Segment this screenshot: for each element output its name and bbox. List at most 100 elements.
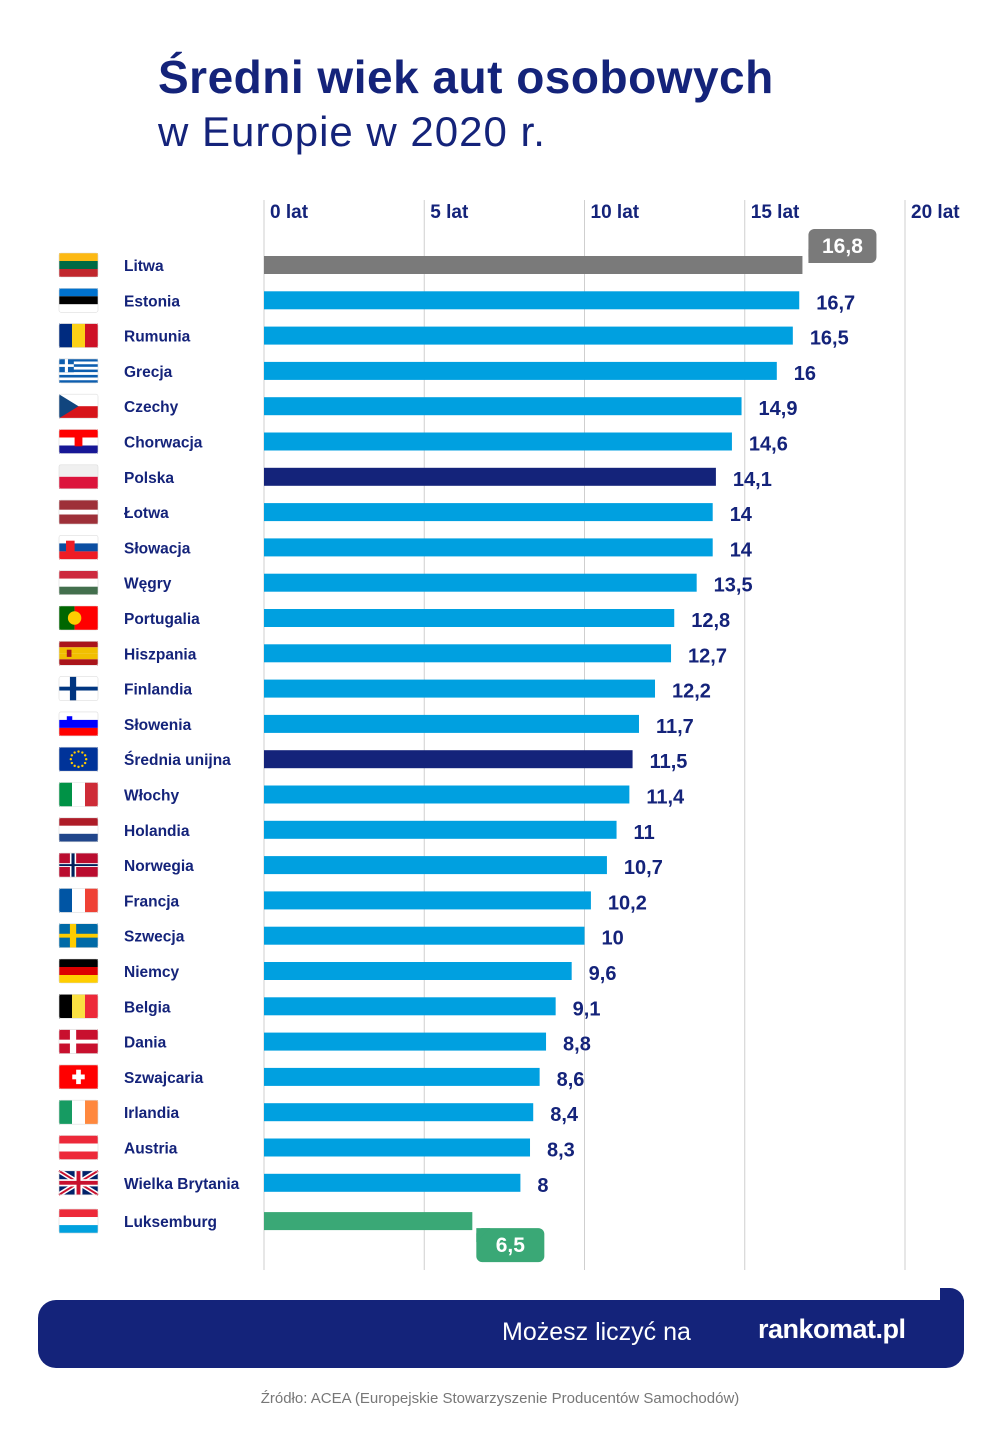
data-label: 11,4: [646, 787, 685, 809]
germany-flag-icon: [58, 958, 99, 984]
data-label: 12,2: [672, 681, 711, 703]
category-label: Łotwa: [124, 505, 169, 522]
latvia-flag-icon: [58, 499, 99, 525]
bar: [264, 750, 633, 769]
data-label: 8: [537, 1175, 548, 1197]
category-label: Wielka Brytania: [124, 1176, 240, 1193]
data-label: 12,7: [688, 645, 727, 667]
bar: [264, 467, 716, 486]
data-label: 11,7: [656, 716, 694, 738]
x-tick-label: 0 lat: [270, 202, 309, 223]
bar: [264, 1212, 473, 1231]
bar: [264, 679, 656, 698]
eu-flag-icon: [58, 746, 99, 772]
ireland-flag-icon: [58, 1099, 99, 1125]
data-label: 9,6: [589, 963, 617, 985]
portugal-flag-icon: [58, 605, 99, 631]
greece-flag-icon: [58, 358, 99, 384]
data-label: 8,3: [547, 1140, 575, 1162]
bar: [264, 997, 556, 1016]
bar: [264, 397, 742, 416]
bar: [264, 714, 639, 733]
category-label: Szwajcaria: [124, 1070, 204, 1087]
data-label: 9,1: [573, 998, 601, 1020]
category-label: Finlandia: [124, 682, 192, 699]
data-label: 6,5: [496, 1234, 526, 1257]
source-note: Źródło: ACEA (Europejskie Stowarzyszenie…: [260, 1390, 740, 1407]
category-label: Norwegia: [124, 858, 194, 875]
bar-chart: 0 lat 5 lat 10 lat 15 lat 20 lat Litwa 16,8 Est…: [57, 200, 960, 1270]
bar: [264, 1032, 547, 1051]
sweden-flag-icon: [58, 923, 99, 949]
bar: [264, 785, 630, 804]
bar: [264, 1103, 534, 1122]
slovenia-flag-icon: [58, 711, 99, 737]
category-label: Dania: [124, 1035, 167, 1052]
estonia-flag-icon: [58, 287, 99, 313]
czechia-flag-icon: [58, 393, 99, 419]
category-label: Średnia unijna: [124, 751, 231, 769]
romania-flag-icon: [58, 323, 99, 348]
bar: [264, 291, 800, 310]
category-label: Francja: [124, 893, 180, 910]
callout-pointer: [476, 1228, 491, 1243]
slovakia-flag-icon: [58, 535, 99, 560]
category-label: Polska: [124, 470, 174, 487]
poland-flag-icon: [58, 464, 99, 490]
hungary-flag-icon: [58, 570, 99, 596]
netherlands-flag-icon: [58, 817, 99, 843]
data-label: 16,8: [822, 235, 863, 258]
data-label: 14: [730, 504, 753, 526]
switzerland-flag-icon: [58, 1064, 99, 1090]
bar: [264, 503, 713, 522]
bar: [264, 1173, 521, 1192]
footer-banner: [38, 1300, 964, 1368]
category-label: Austria: [124, 1141, 178, 1158]
category-label: Estonia: [124, 293, 180, 310]
category-label: Litwa: [124, 258, 164, 275]
brand-logo: rankomat.pl: [758, 1314, 906, 1344]
data-label: 8,8: [563, 1034, 591, 1056]
x-tick-label: 15 lat: [751, 202, 800, 223]
bar: [264, 891, 591, 910]
denmark-flag-icon: [58, 1029, 99, 1054]
callout-pointer: [808, 249, 823, 263]
chart-subtitle: w Europie w 2020 r.: [158, 108, 546, 155]
data-label: 14,9: [759, 398, 798, 420]
bar: [264, 1067, 540, 1086]
france-flag-icon: [58, 888, 99, 913]
data-label: 11,5: [650, 751, 688, 773]
bar: [264, 361, 777, 380]
x-tick-label: 5 lat: [430, 202, 469, 223]
data-label: 14: [730, 539, 753, 561]
category-label: Belgia: [124, 999, 171, 1016]
bar: [264, 1138, 531, 1157]
bar: [264, 573, 697, 592]
data-label: 12,8: [691, 610, 730, 632]
bar: [264, 856, 607, 875]
finland-flag-icon: [58, 676, 99, 701]
uk-flag-icon: [57, 1168, 100, 1197]
bar: [264, 432, 732, 451]
footer-slogan: Możesz liczyć na: [502, 1318, 691, 1346]
category-label: Holandia: [124, 823, 190, 840]
data-label: 10,2: [608, 892, 647, 914]
data-label: 16: [794, 363, 816, 385]
lithuania-flag-icon: [58, 252, 99, 278]
bar: [264, 820, 617, 839]
bar: [264, 538, 713, 557]
category-label: Włochy: [124, 788, 179, 805]
belgium-flag-icon: [58, 993, 99, 1019]
x-tick-label: 20 lat: [911, 202, 960, 223]
category-label: Portugalia: [124, 611, 200, 628]
category-label: Słowacja: [124, 540, 191, 557]
data-label: 14,6: [749, 434, 788, 456]
category-label: Czechy: [124, 399, 179, 416]
data-label: 14,1: [733, 469, 772, 491]
austria-flag-icon: [58, 1135, 99, 1160]
category-label: Rumunia: [124, 329, 191, 346]
category-label: Irlandia: [124, 1105, 180, 1122]
bar: [264, 326, 793, 345]
data-label: 10: [602, 928, 624, 950]
value-callout: [476, 1228, 545, 1263]
